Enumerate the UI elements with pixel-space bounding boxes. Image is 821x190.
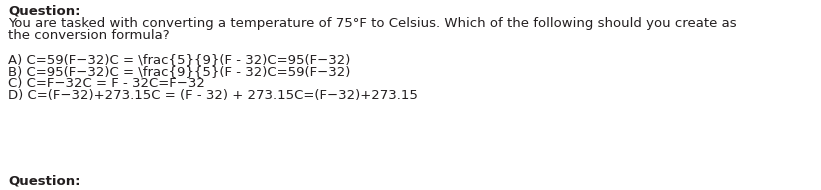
Text: the conversion formula?: the conversion formula? <box>8 29 170 42</box>
Text: Question:: Question: <box>8 5 80 18</box>
Text: A) C=59(F−32)C = \frac{5}{9}(F - 32)C=95(F−32): A) C=59(F−32)C = \frac{5}{9}(F - 32)C=95… <box>8 53 351 66</box>
Text: You are tasked with converting a temperature of 75°F to Celsius. Which of the fo: You are tasked with converting a tempera… <box>8 17 736 30</box>
Text: C) C=F−32C = F - 32C=F−32: C) C=F−32C = F - 32C=F−32 <box>8 77 205 90</box>
Text: Question:: Question: <box>8 175 80 188</box>
Text: B) C=95(F−32)C = \frac{9}{5}(F - 32)C=59(F−32): B) C=95(F−32)C = \frac{9}{5}(F - 32)C=59… <box>8 65 351 78</box>
Text: D) C=(F−32)+273.15C = (F - 32) + 273.15C=(F−32)+273.15: D) C=(F−32)+273.15C = (F - 32) + 273.15C… <box>8 89 418 102</box>
